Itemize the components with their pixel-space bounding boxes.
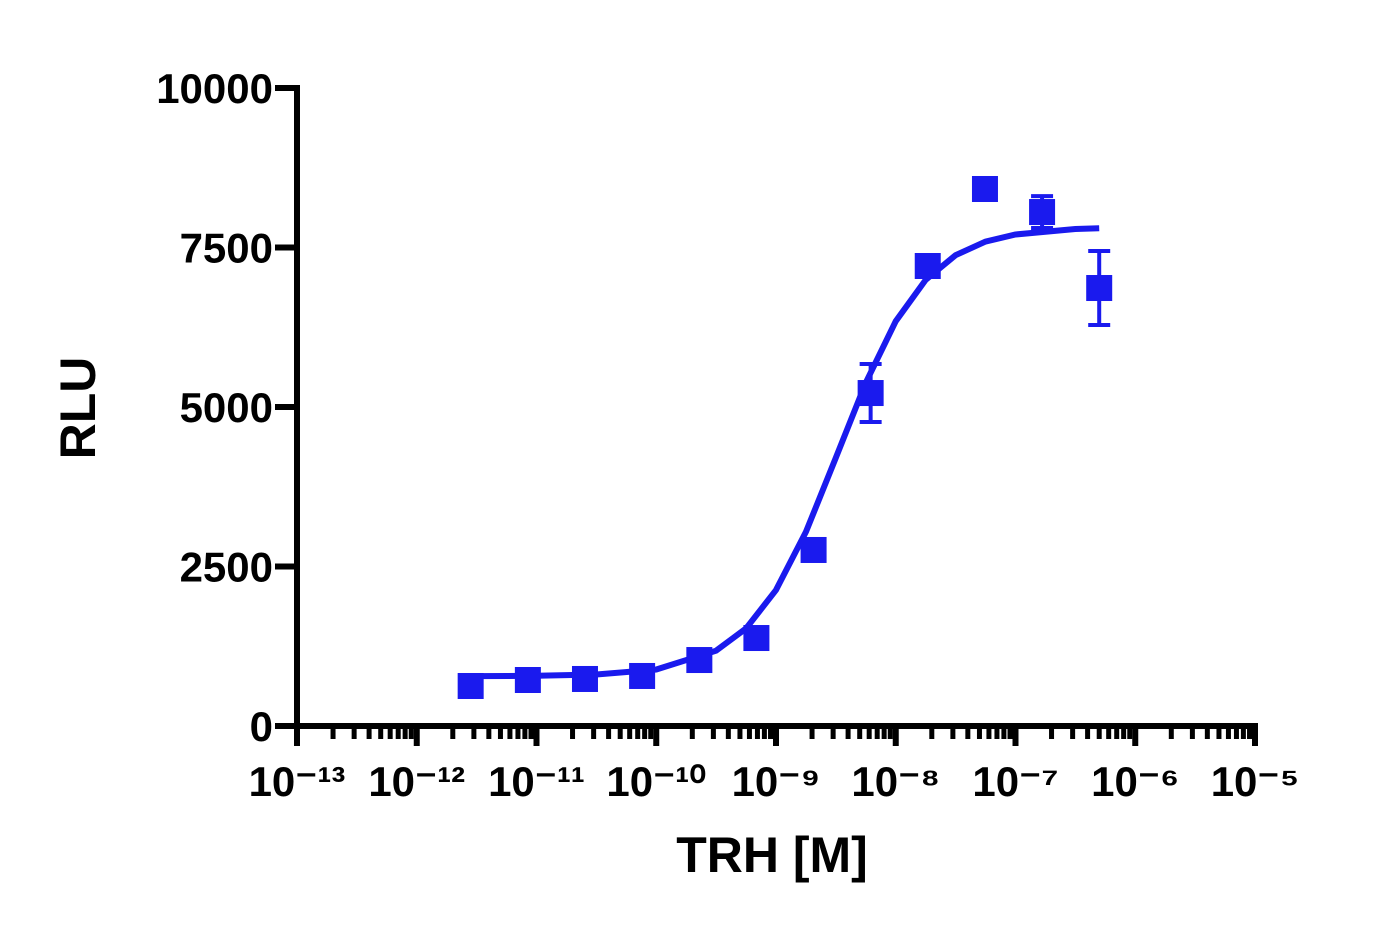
x-tick-label: 10⁻⁵ xyxy=(1211,758,1300,805)
x-tick-label: 10⁻¹¹ xyxy=(488,758,585,805)
x-tick-label: 10⁻⁷ xyxy=(972,758,1058,805)
y-tick-label: 7500 xyxy=(180,225,273,272)
y-tick-label: 0 xyxy=(250,703,273,750)
data-point xyxy=(743,625,770,652)
y-axis-label: RLU xyxy=(50,357,106,460)
y-tick-label: 2500 xyxy=(180,544,273,591)
data-point xyxy=(857,380,884,407)
data-point xyxy=(1086,275,1113,302)
data-point xyxy=(914,253,941,280)
x-tick-label: 10⁻¹² xyxy=(368,758,465,805)
data-point xyxy=(514,667,541,694)
data-point xyxy=(971,175,998,202)
fit-curve xyxy=(470,225,1100,680)
x-tick-label: 10⁻¹⁰ xyxy=(606,758,706,805)
y-tick-label: 10000 xyxy=(156,65,273,112)
x-tick-label: 10⁻⁹ xyxy=(732,758,821,805)
data-point xyxy=(571,665,598,692)
y-tick-label: 5000 xyxy=(180,384,273,431)
data-point xyxy=(800,536,827,563)
x-tick-label: 10⁻⁶ xyxy=(1091,758,1179,805)
x-tick-label: 10⁻¹³ xyxy=(249,758,346,805)
data-point xyxy=(457,672,484,699)
data-point xyxy=(1029,199,1056,226)
data-point xyxy=(686,647,713,674)
x-axis-label: TRH [M] xyxy=(676,827,868,883)
data-point xyxy=(629,662,656,689)
x-tick-label: 10⁻⁸ xyxy=(851,758,940,805)
